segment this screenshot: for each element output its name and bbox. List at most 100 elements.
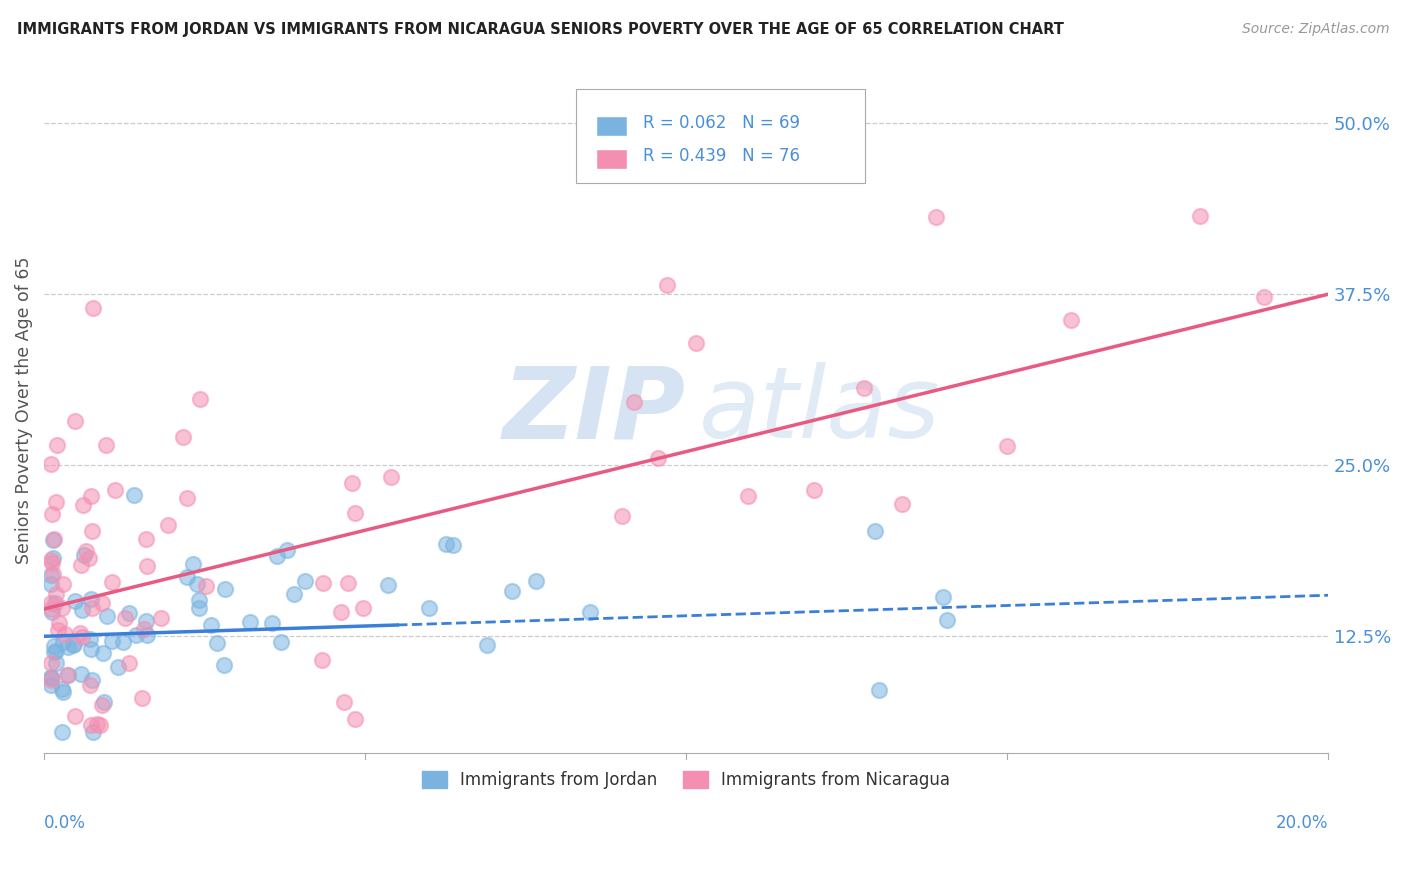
Point [82, 601, 104, 615]
Point [343, 506, 366, 520]
Point [100, 633, 122, 648]
Point [501, 584, 523, 599]
Point [41, 556, 63, 570]
Point [380, 470, 402, 484]
Point [39, 596, 62, 610]
Point [55, 668, 77, 682]
Point [77, 551, 100, 566]
Point [200, 617, 222, 632]
Point [42, 645, 65, 659]
Point [803, 483, 825, 498]
Text: Source: ZipAtlas.com: Source: ZipAtlas.com [1241, 22, 1389, 37]
Point [685, 336, 707, 351]
Point [311, 653, 333, 667]
Point [187, 601, 209, 615]
Point [176, 570, 198, 584]
Point [52, 685, 75, 699]
Point [418, 601, 440, 615]
Point [134, 623, 156, 637]
Point [52, 577, 75, 591]
Point [39, 457, 62, 471]
Point [39, 656, 62, 670]
Text: 0.0%: 0.0% [44, 814, 86, 832]
Point [44, 495, 66, 509]
Point [72, 498, 94, 512]
Point [65, 594, 87, 608]
Point [434, 536, 457, 550]
Point [80, 490, 103, 504]
Point [72, 603, 94, 617]
Point [610, 508, 633, 523]
Point [135, 614, 157, 628]
Text: R = 0.439   N = 76: R = 0.439 N = 76 [643, 147, 800, 165]
Point [45, 586, 67, 600]
Y-axis label: Seniors Poverty Over the Age of 65: Seniors Poverty Over the Age of 65 [15, 257, 32, 565]
Point [69, 625, 91, 640]
Point [41, 605, 63, 619]
Point [39, 568, 62, 582]
Point [118, 607, 141, 621]
Point [70, 630, 93, 644]
Point [995, 439, 1018, 453]
Point [935, 613, 957, 627]
Point [195, 578, 218, 592]
Point [176, 491, 198, 505]
Point [41, 507, 63, 521]
Point [524, 574, 547, 589]
Point [1060, 313, 1083, 327]
Point [52, 635, 75, 649]
Point [352, 601, 374, 615]
Point [647, 451, 669, 466]
Point [114, 611, 136, 625]
Point [131, 690, 153, 705]
Point [44, 596, 66, 610]
Point [205, 636, 228, 650]
Point [135, 533, 157, 547]
Point [104, 483, 127, 497]
Point [212, 658, 235, 673]
Point [82, 725, 104, 739]
Point [96, 609, 118, 624]
Point [578, 605, 600, 619]
Legend: Immigrants from Jordan, Immigrants from Nicaragua: Immigrants from Jordan, Immigrants from … [415, 764, 956, 796]
Point [58, 667, 80, 681]
Point [51, 681, 73, 696]
Point [101, 575, 124, 590]
Point [294, 574, 316, 589]
Point [90, 698, 112, 712]
Point [853, 381, 876, 395]
Text: ZIP: ZIP [503, 362, 686, 459]
Point [333, 695, 356, 709]
Point [65, 709, 87, 723]
Point [42, 567, 65, 582]
Point [276, 542, 298, 557]
Point [868, 682, 890, 697]
Point [82, 673, 104, 687]
Point [863, 524, 886, 538]
Point [107, 660, 129, 674]
Point [70, 667, 93, 681]
Point [69, 558, 91, 573]
Text: atlas: atlas [699, 362, 941, 459]
Point [42, 533, 65, 548]
Point [91, 596, 114, 610]
Point [56, 640, 79, 655]
Point [80, 524, 103, 538]
Point [73, 548, 96, 562]
Point [45, 438, 67, 452]
Point [79, 632, 101, 646]
Point [329, 605, 352, 619]
Point [62, 638, 84, 652]
Point [336, 576, 359, 591]
Point [45, 657, 67, 671]
Point [51, 601, 73, 615]
Text: IMMIGRANTS FROM JORDAN VS IMMIGRANTS FROM NICARAGUA SENIORS POVERTY OVER THE AGE: IMMIGRANTS FROM JORDAN VS IMMIGRANTS FRO… [17, 22, 1064, 37]
Point [75, 544, 97, 558]
Point [63, 636, 86, 650]
Point [112, 635, 135, 649]
Point [311, 576, 333, 591]
Text: R = 0.062   N = 69: R = 0.062 N = 69 [643, 114, 800, 132]
Point [118, 656, 141, 670]
Point [80, 592, 103, 607]
Point [94, 437, 117, 451]
